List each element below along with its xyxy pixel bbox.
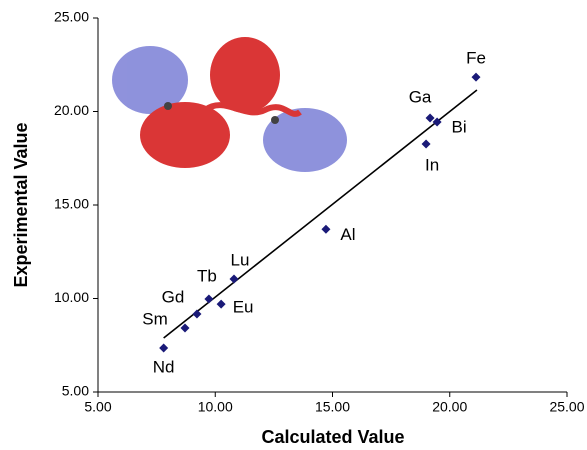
y-tick-label: 15.00 — [54, 196, 89, 212]
x-tick-label: 25.00 — [549, 399, 584, 415]
x-tick-label: 15.00 — [315, 399, 350, 415]
protein-domain — [263, 108, 347, 172]
trendline — [163, 89, 478, 339]
protein-domain — [112, 46, 188, 114]
x-tick-label: 5.00 — [84, 399, 111, 415]
point-label: Eu — [233, 298, 254, 317]
y-axis-title: Experimental Value — [11, 122, 31, 287]
y-tick-label: 20.00 — [54, 102, 89, 118]
point-label: In — [425, 156, 439, 175]
data-point — [204, 294, 214, 304]
y-tick-label: 5.00 — [62, 383, 89, 399]
data-point — [321, 224, 331, 234]
x-tick-label: 10.00 — [198, 399, 233, 415]
data-point — [471, 72, 481, 82]
data-point — [159, 343, 169, 353]
point-label: Lu — [231, 251, 250, 270]
x-axis-title: Calculated Value — [261, 427, 404, 447]
data-point — [425, 113, 435, 123]
point-label: Tb — [197, 267, 217, 286]
data-point — [432, 117, 442, 127]
point-label: Ga — [409, 88, 432, 107]
protein-domain — [210, 37, 280, 113]
point-label: Sm — [142, 310, 168, 329]
data-point — [421, 139, 431, 149]
point-label: Fe — [466, 49, 486, 68]
metal-site — [271, 116, 279, 124]
y-tick-label: 25.00 — [54, 9, 89, 25]
data-point — [229, 274, 239, 284]
data-point — [216, 299, 226, 309]
protein-domain — [140, 102, 230, 168]
data-point — [192, 309, 202, 319]
protein-illustration — [112, 37, 347, 172]
metal-site — [164, 102, 172, 110]
point-label: Al — [340, 225, 355, 244]
point-label: Gd — [162, 288, 185, 307]
protein-linker — [203, 102, 302, 117]
data-point — [180, 323, 190, 333]
point-label: Bi — [452, 117, 467, 136]
point-label: Nd — [153, 358, 175, 377]
x-tick-label: 20.00 — [432, 399, 467, 415]
y-tick-label: 10.00 — [54, 289, 89, 305]
